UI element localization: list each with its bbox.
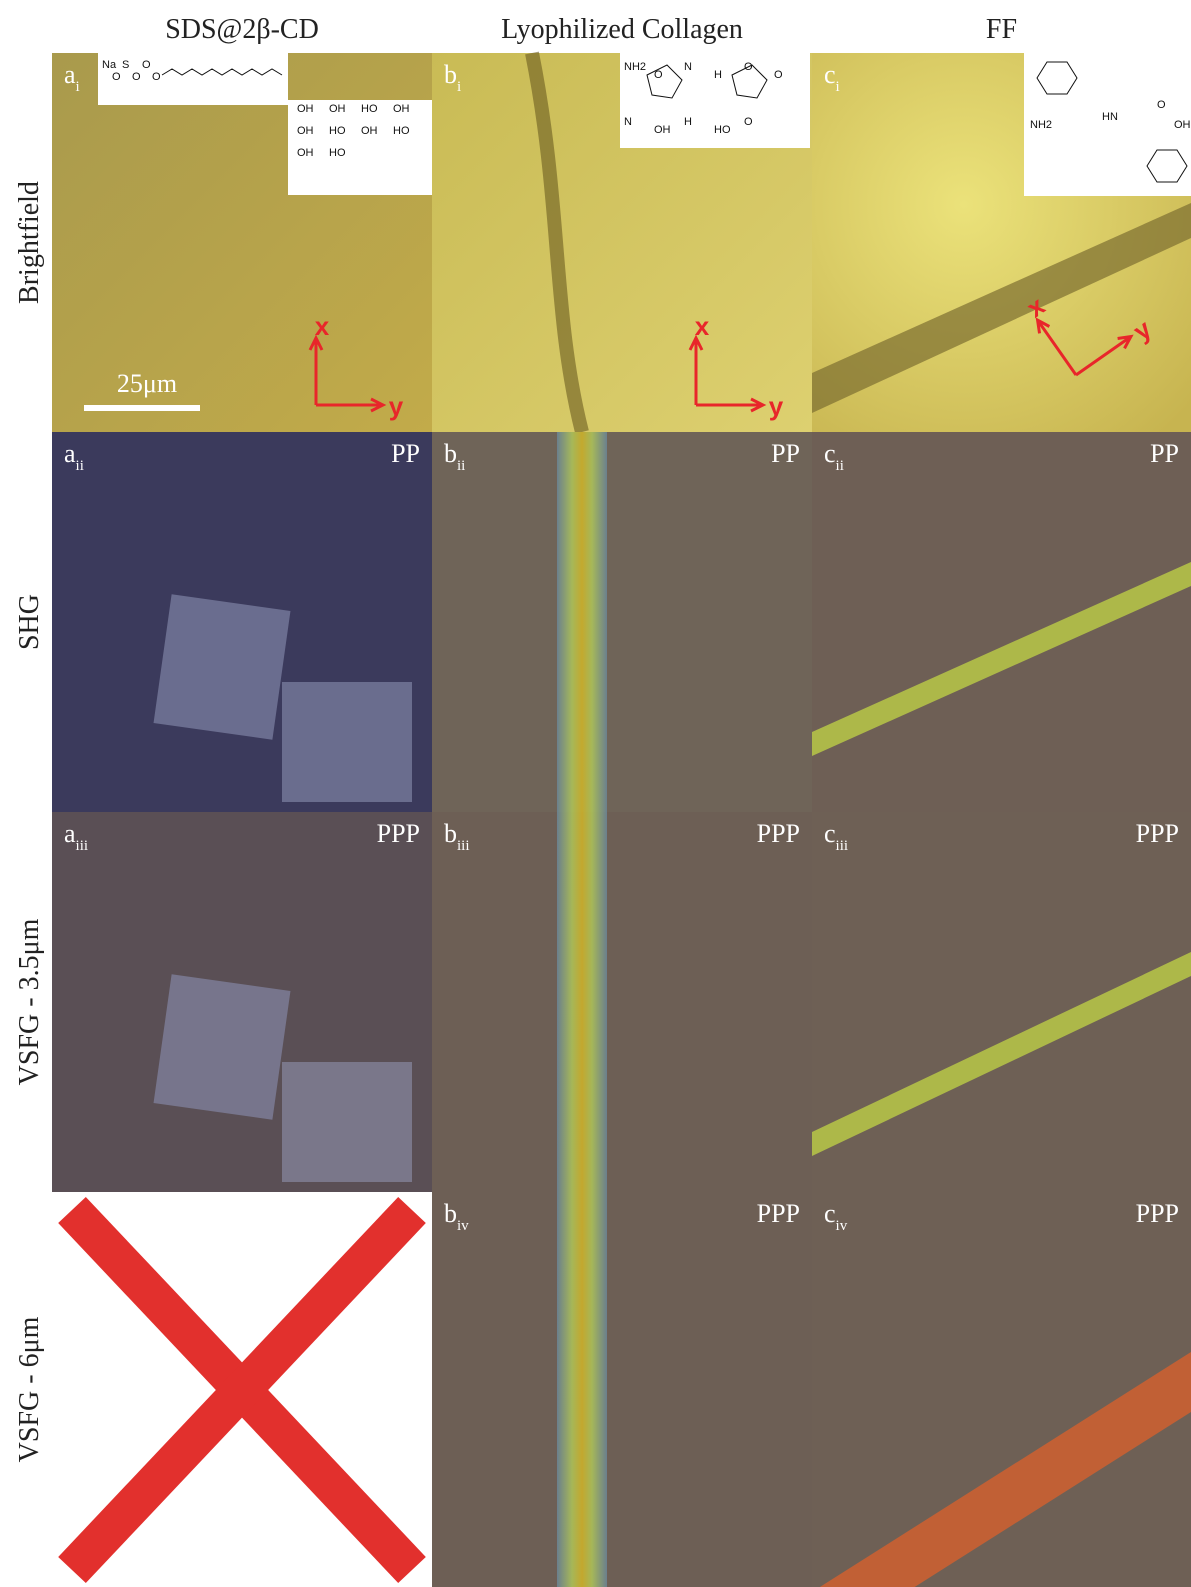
atom-label: O	[744, 61, 753, 73]
atom-label: OH	[654, 124, 671, 136]
panel-letter: c	[824, 1199, 836, 1228]
atom-label: N	[624, 116, 632, 128]
panel-letter: c	[824, 60, 836, 89]
scale-bar	[84, 405, 200, 411]
axis-label: y	[389, 391, 404, 421]
atom-label: O	[774, 69, 783, 81]
atom-label: OH	[297, 147, 314, 159]
atom-label: H	[684, 116, 692, 128]
polarization: PP	[1150, 439, 1179, 468]
row-header: VSFG - 6μm	[14, 1316, 45, 1462]
atom-label: HN	[1102, 111, 1118, 123]
atom-label: HO	[361, 103, 378, 115]
atom-label: O	[654, 69, 663, 81]
panel-letter: b	[444, 1199, 457, 1228]
panel-subscript: iii	[457, 838, 470, 854]
panel-image	[812, 432, 1191, 812]
atom-label: HO	[329, 147, 346, 159]
signal-streak	[557, 432, 607, 812]
axis-label: y	[769, 391, 784, 421]
panel-subscript: iv	[836, 1218, 848, 1234]
atom-label: OH	[329, 103, 346, 115]
signal-streak	[557, 1192, 607, 1587]
panel-letter: b	[444, 439, 457, 468]
panel-subscript: iii	[76, 838, 89, 854]
patch	[282, 682, 412, 802]
column-header: SDS@2β-CD	[165, 14, 319, 45]
atom-label: O	[1157, 99, 1166, 111]
panel-subscript: iii	[836, 838, 849, 854]
atom-label: OH	[297, 103, 314, 115]
panel-subscript: iv	[457, 1218, 469, 1234]
patch	[282, 1062, 412, 1182]
panel-letter: b	[444, 819, 457, 848]
atom-label: OH	[361, 125, 378, 137]
panel-subscript: ii	[836, 458, 844, 474]
panel-letter: c	[824, 819, 836, 848]
panel-image	[432, 1192, 812, 1587]
figure: aibiciaiiPPbiiPPciiPPaiiiPPPbiiiPPPciiiP…	[0, 0, 1191, 1587]
panel-subscript: ii	[76, 458, 84, 474]
patch	[154, 974, 291, 1119]
panel-image	[432, 812, 812, 1192]
polarization: PPP	[757, 1199, 800, 1228]
panel-subscript: i	[836, 79, 840, 95]
axis-label: x	[315, 311, 330, 341]
panel-image	[432, 432, 812, 812]
signal-streak	[557, 812, 607, 1192]
atom-label: O	[152, 71, 161, 83]
panel-letter: c	[824, 439, 836, 468]
polarization: PP	[771, 439, 800, 468]
scale-bar-label: 25μm	[117, 369, 177, 398]
column-header: Lyophilized Collagen	[501, 14, 743, 45]
atom-label: O	[132, 71, 141, 83]
atom-label: OH	[393, 103, 410, 115]
atom-label: NH2	[1030, 119, 1052, 131]
atom-label: O	[112, 71, 121, 83]
row-header: SHG	[14, 594, 45, 650]
row-header: VSFG - 3.5μm	[14, 918, 45, 1085]
atom-label: NH2	[624, 61, 646, 73]
polarization: PPP	[1136, 819, 1179, 848]
atom-label: N	[684, 61, 692, 73]
atom-label: HO	[393, 125, 410, 137]
panel-subscript: i	[457, 79, 461, 95]
patch	[154, 594, 291, 739]
polarization: PPP	[1136, 1199, 1179, 1228]
panel-letter: a	[64, 60, 76, 89]
panel-letter: b	[444, 60, 457, 89]
atom-label: HO	[329, 125, 346, 137]
atom-label: O	[142, 59, 151, 71]
atom-label: S	[122, 59, 129, 71]
panel-subscript: ii	[457, 458, 465, 474]
polarization: PP	[391, 439, 420, 468]
polarization: PPP	[377, 819, 420, 848]
axis-label: x	[695, 311, 710, 341]
column-header: FF	[986, 14, 1017, 45]
atom-label: O	[744, 116, 753, 128]
panel-letter: a	[64, 439, 76, 468]
atom-label: OH	[297, 125, 314, 137]
panel-letter: a	[64, 819, 76, 848]
atom-label: Na	[102, 59, 117, 71]
atom-label: H	[714, 69, 722, 81]
panel-subscript: i	[76, 79, 80, 95]
atom-label: OH	[1174, 119, 1191, 131]
atom-label: HO	[714, 124, 731, 136]
row-header: Brightfield	[14, 181, 45, 304]
polarization: PPP	[757, 819, 800, 848]
